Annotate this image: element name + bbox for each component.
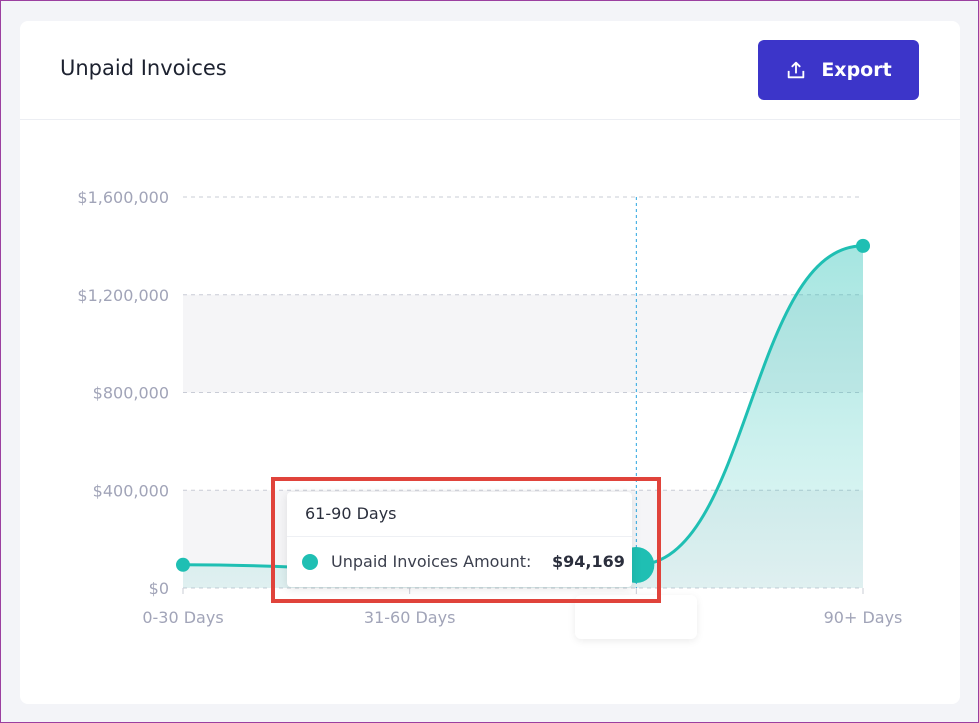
tooltip-value: $94,169 bbox=[552, 552, 625, 571]
x-tick-label: 90+ Days bbox=[824, 608, 903, 627]
y-tick-label: $400,000 bbox=[93, 481, 169, 500]
chart-tooltip: 61-90 Days Unpaid Invoices Amount: $94,1… bbox=[287, 492, 632, 587]
data-point bbox=[176, 557, 190, 572]
series-area bbox=[183, 245, 863, 588]
data-point bbox=[856, 238, 870, 253]
export-icon bbox=[788, 61, 805, 79]
card-header: Unpaid Invoices Export bbox=[20, 21, 960, 120]
plot-band bbox=[183, 294, 863, 393]
x-tick-label: 0-30 Days bbox=[142, 608, 223, 627]
y-tick-label: $1,200,000 bbox=[77, 286, 169, 305]
x-tick-label: 31-60 Days bbox=[364, 608, 456, 627]
export-button[interactable]: Export bbox=[758, 40, 919, 100]
tooltip-title: 61-90 Days bbox=[305, 504, 397, 523]
card-title: Unpaid Invoices bbox=[60, 56, 227, 80]
y-axis-ticks: $0 $400,000 $800,000 $1,200,000 $1,600,000 bbox=[77, 188, 169, 598]
unpaid-invoices-chart: $0 $400,000 $800,000 $1,200,000 $1,600,000 0… bbox=[77, 188, 902, 627]
unpaid-invoices-card: Unpaid Invoices Export $0 $400,000 $800,00… bbox=[20, 21, 960, 704]
x-axis-hover-pill bbox=[575, 595, 697, 639]
y-tick-label: $0 bbox=[149, 579, 169, 598]
export-button-label: Export bbox=[821, 59, 892, 81]
tooltip-series-marker bbox=[302, 554, 318, 570]
tooltip-series-label: Unpaid Invoices Amount: bbox=[331, 552, 532, 571]
y-tick-label: $1,600,000 bbox=[77, 188, 169, 207]
y-tick-label: $800,000 bbox=[93, 384, 169, 403]
tooltip-divider bbox=[287, 536, 632, 537]
